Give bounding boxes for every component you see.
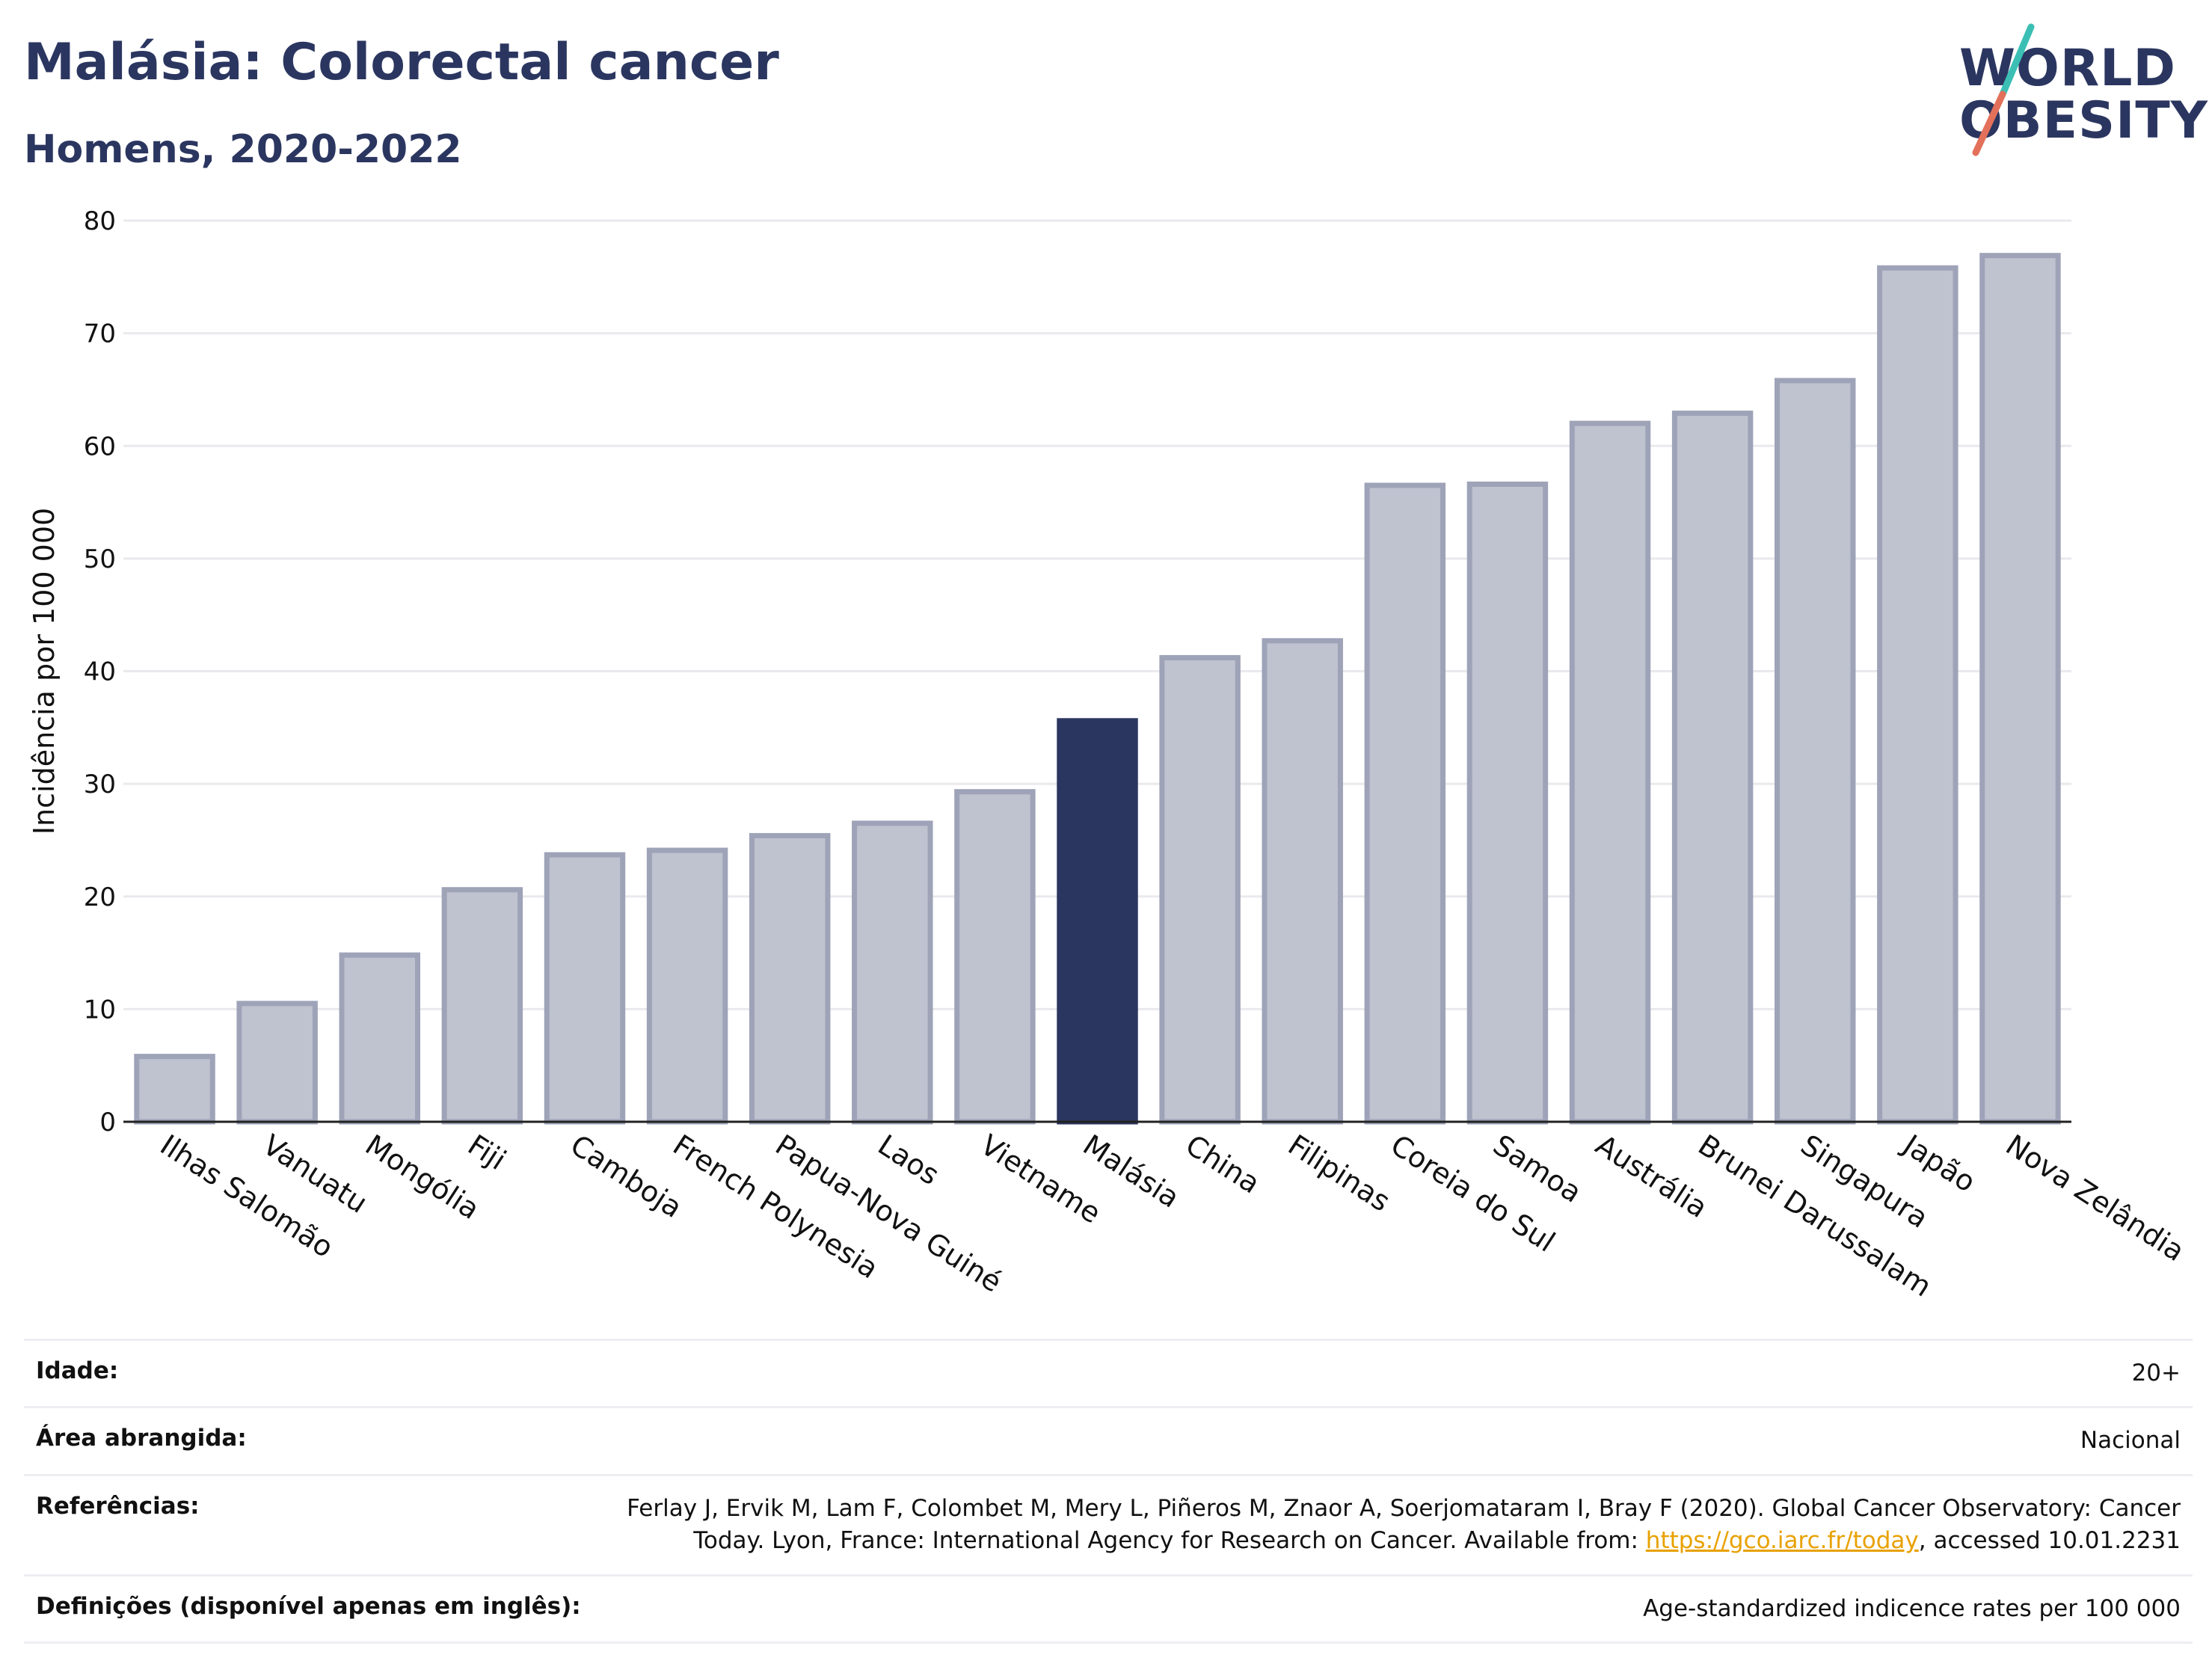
bar-jap-o: [1877, 265, 1958, 1125]
page-subtitle: Homens, 2020-2022: [24, 127, 462, 172]
world-obesity-logo: WORLD OBESITY: [1959, 21, 2208, 163]
bar-mong-lia: [339, 952, 420, 1125]
y-tick-label: 70: [84, 319, 116, 349]
logo-line-1: WORLD: [1959, 39, 2176, 98]
y-tick-label: 30: [84, 770, 116, 799]
bar-samoa: [1466, 481, 1549, 1125]
references-link[interactable]: https://gco.iarc.fr/today: [1645, 1527, 1919, 1555]
references-label: Referências:: [36, 1492, 200, 1520]
references-suffix: , accessed 10.01.2231: [1918, 1527, 2181, 1555]
bar-filipinas: [1262, 638, 1343, 1125]
age-value: 20+: [2131, 1360, 2181, 1387]
area-value: Nacional: [2080, 1427, 2181, 1455]
x-tick-label: Austrália: [1590, 1129, 1713, 1224]
bar-vanuatu: [236, 1001, 318, 1125]
area-label: Área abrangida:: [36, 1425, 247, 1452]
bar-coreia-do-sul: [1364, 482, 1446, 1125]
meta-row-age: Idade: 20+: [24, 1341, 2193, 1409]
x-tick-label: Ilhas Salomão: [155, 1129, 340, 1265]
bar-singapura: [1775, 378, 1856, 1125]
bar-mal-sia: [1057, 718, 1138, 1125]
meta-row-references: Referências: Ferlay J, Ervik M, Lam F, C…: [24, 1476, 2193, 1576]
x-tick-label: Mongólia: [360, 1129, 485, 1226]
bar-china: [1159, 654, 1241, 1125]
x-tick-label: Japão: [1896, 1128, 1982, 1199]
x-tick-label: Nova Zelândia: [2000, 1129, 2190, 1268]
age-label: Idade:: [36, 1357, 119, 1384]
x-tick-label: China: [1180, 1129, 1266, 1200]
meta-row-area: Área abrangida: Nacional: [24, 1408, 2193, 1476]
meta-row-definitions: Definições (disponível apenas em inglês)…: [24, 1576, 2193, 1644]
bar-french-polynesia: [646, 847, 728, 1125]
bar-papua-nova-guin-: [749, 832, 831, 1125]
y-tick-label: 20: [84, 882, 116, 912]
y-axis-ticks: 0 10 20 30 40 50 60 70 80: [84, 206, 116, 1137]
bar-brunei-darussalam: [1671, 411, 1754, 1125]
definitions-value: Age-standardized indicence rates per 100…: [1643, 1594, 2181, 1622]
bar-camboja: [544, 852, 626, 1125]
chart-bars: [134, 253, 2061, 1125]
x-tick-label: Fiji: [462, 1129, 512, 1177]
y-tick-label: 10: [84, 995, 116, 1025]
page-title: Malásia: Colorectal cancer: [24, 33, 779, 92]
logo-slash-icon: [1972, 23, 2035, 156]
bar-nova-zel-ndia: [1979, 253, 2061, 1125]
bar-ilhas-salom-o: [134, 1054, 215, 1125]
y-tick-label: 40: [84, 657, 116, 687]
x-tick-label: Filipinas: [1282, 1129, 1396, 1218]
x-tick-label: Camboja: [565, 1129, 688, 1224]
references-text: Ferlay J, Ervik M, Lam F, Colombet M, Me…: [627, 1494, 2181, 1555]
y-tick-label: 60: [84, 432, 116, 461]
bar-fiji: [441, 887, 523, 1125]
y-axis-label: Incidência por 100 000: [28, 508, 61, 835]
bar-vietname: [954, 789, 1036, 1125]
metadata-table: Idade: 20+ Área abrangida: Nacional Refe…: [24, 1339, 2193, 1644]
y-tick-label: 80: [84, 206, 116, 236]
definitions-label: Definições (disponível apenas em inglês)…: [36, 1592, 581, 1620]
x-tick-label: Laos: [872, 1129, 944, 1192]
y-tick-label: 50: [84, 544, 116, 574]
y-tick-label: 0: [99, 1108, 116, 1137]
references-value: Ferlay J, Ervik M, Lam F, Colombet M, Me…: [573, 1493, 2181, 1558]
bar-austr-lia: [1569, 420, 1651, 1125]
bar-laos: [852, 820, 933, 1125]
